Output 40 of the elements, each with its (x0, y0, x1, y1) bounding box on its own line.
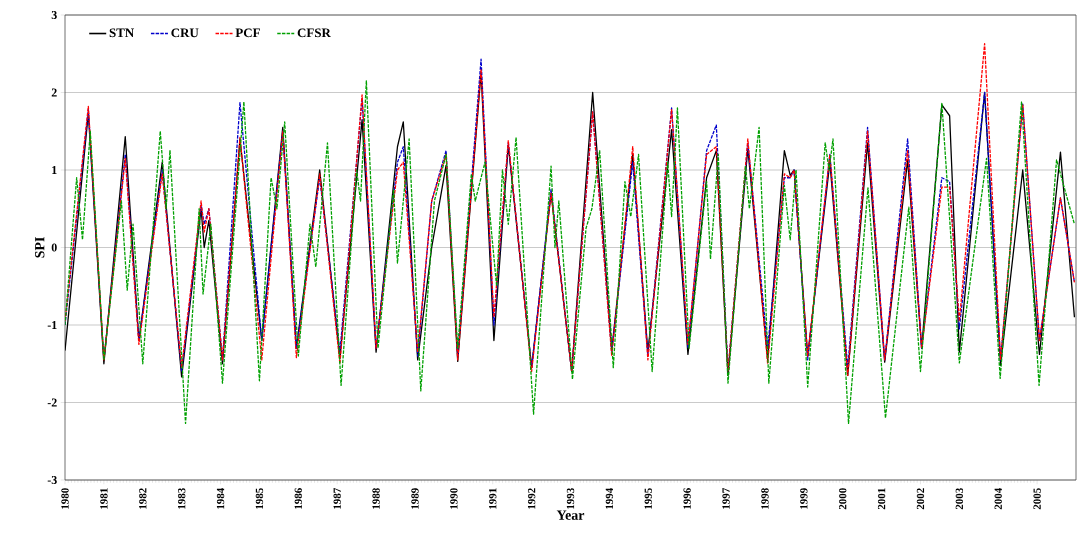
x-tick-label: 2003 (955, 488, 964, 510)
x-tick-label: 1999 (800, 488, 808, 509)
y-tick-label: 3 (51, 10, 57, 20)
x-tick-label: 1998 (761, 488, 769, 509)
x-tick-label: 1982 (139, 488, 147, 509)
legend-label: CRU (171, 28, 199, 38)
x-tick-label: 2001 (877, 488, 886, 510)
legend-label: PCF (235, 28, 260, 38)
y-tick-label: 2 (51, 88, 57, 97)
x-axis-title: Year (556, 510, 585, 520)
y-tick-label: -3 (47, 475, 57, 485)
x-tick-label: 1993 (566, 488, 575, 509)
x-tick-label: 1994 (605, 487, 614, 509)
x-tick-label: 1985 (255, 488, 264, 509)
x-tick-label: 1980 (61, 488, 69, 509)
x-tick-label: 1988 (372, 488, 380, 509)
y-tick-label: 1 (52, 166, 57, 174)
legend-label: STN (109, 28, 135, 38)
x-tick-label: 1989 (411, 488, 419, 509)
y-tick-label: 0 (51, 243, 57, 252)
y-tick-label: -2 (47, 398, 57, 407)
x-tick-label: 2002 (916, 488, 925, 510)
line-series (65, 80, 1076, 425)
x-tick-label: 1983 (177, 488, 186, 509)
legend-label: CFSR (297, 28, 331, 38)
y-tick-label: -1 (47, 321, 57, 329)
x-tick-label: 1995 (644, 488, 652, 509)
x-tick-label: 1987 (333, 488, 341, 509)
x-tick-label: 1990 (450, 488, 458, 509)
x-tick-label: 1986 (294, 488, 303, 509)
x-tick-label: 1992 (527, 488, 536, 509)
x-tick-label: 1996 (683, 488, 691, 509)
x-tick-label: 1981 (100, 488, 108, 509)
x-tick-label: 1991 (489, 488, 497, 509)
x-tick-label: 2004 (994, 487, 1002, 510)
x-tick-label: 1997 (722, 488, 730, 509)
x-tick-label: 2000 (839, 488, 847, 510)
y-axis-title: SPI (35, 237, 45, 258)
x-tick-label: 2005 (1033, 488, 1041, 510)
x-tick-label: 1984 (216, 487, 225, 509)
